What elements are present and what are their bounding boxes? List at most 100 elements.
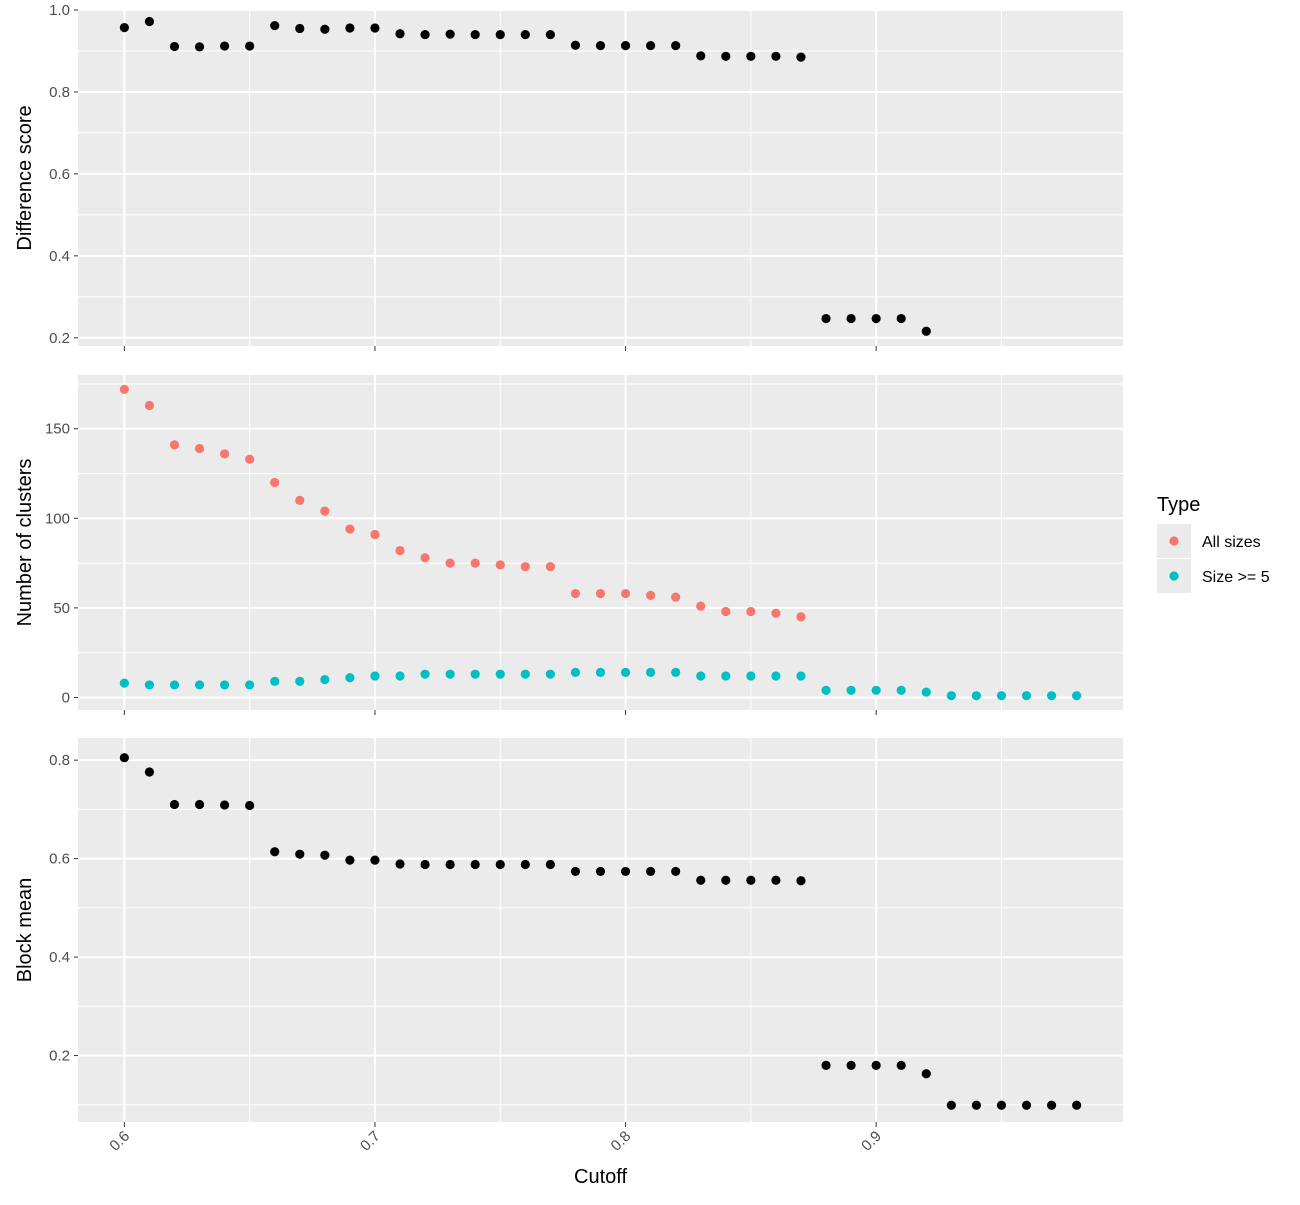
legend-label: Size >= 5 xyxy=(1202,569,1270,586)
data-point xyxy=(194,680,205,690)
data-point xyxy=(620,588,631,599)
data-point xyxy=(771,608,781,618)
data-point xyxy=(119,678,129,688)
data-point xyxy=(245,680,255,690)
legend-title: Type xyxy=(1157,494,1200,516)
data-point xyxy=(119,753,129,763)
y-tick-label: 0.2 xyxy=(49,1048,70,1065)
y-tick-label: 0.6 xyxy=(49,851,70,868)
data-point xyxy=(270,477,280,488)
data-point xyxy=(871,313,881,324)
data-point xyxy=(520,562,530,572)
data-point xyxy=(1072,691,1082,701)
data-point xyxy=(746,875,756,885)
data-point xyxy=(345,524,355,534)
data-point xyxy=(470,859,480,870)
data-point xyxy=(746,51,756,61)
y-tick-label: 50 xyxy=(53,600,70,617)
x-tick-label: 0.8 xyxy=(608,1128,635,1155)
data-point xyxy=(220,800,230,810)
data-point xyxy=(345,23,355,33)
data-point xyxy=(721,671,731,681)
panel-3: 0.2 0.4 0.6 0.8 Block mean xyxy=(14,738,1123,1127)
data-point xyxy=(570,866,581,877)
data-point xyxy=(445,558,455,568)
data-point xyxy=(270,676,280,686)
panel-background xyxy=(78,10,1123,346)
panel-background xyxy=(78,738,1123,1122)
y-tick-label: 0.4 xyxy=(49,949,70,966)
legend-label: All sizes xyxy=(1202,534,1261,551)
y-axis-title: Block mean xyxy=(14,878,36,983)
data-point xyxy=(696,51,706,61)
data-point xyxy=(320,674,330,685)
data-point xyxy=(194,443,205,454)
data-point xyxy=(119,23,129,33)
data-point xyxy=(746,606,756,617)
data-point xyxy=(495,669,505,679)
data-point xyxy=(445,669,455,679)
y-tick-label: 0.8 xyxy=(49,752,70,769)
data-point xyxy=(420,669,430,679)
x-tick-label: 0.6 xyxy=(106,1128,133,1155)
data-point xyxy=(144,16,155,27)
data-point xyxy=(194,42,205,52)
data-point xyxy=(194,799,205,810)
data-point xyxy=(545,562,555,572)
data-point xyxy=(646,590,656,600)
data-point xyxy=(570,667,581,677)
data-point xyxy=(270,847,280,857)
panel-1: 0.2 0.4 0.6 0.8 1.0 Difference score xyxy=(14,2,1123,351)
data-point xyxy=(270,20,280,31)
data-point xyxy=(295,849,305,859)
data-point xyxy=(796,612,806,622)
data-point xyxy=(420,29,430,40)
data-point xyxy=(169,799,180,810)
data-point xyxy=(395,29,405,39)
data-point xyxy=(646,667,656,677)
data-point xyxy=(370,671,380,681)
data-point xyxy=(946,1100,956,1110)
data-point xyxy=(921,687,931,697)
data-point xyxy=(144,767,155,777)
y-tick-label: 0.4 xyxy=(49,248,70,265)
y-tick-label: 150 xyxy=(45,421,70,438)
data-point xyxy=(946,691,956,701)
data-point xyxy=(545,29,555,40)
series-points xyxy=(119,16,931,336)
data-point xyxy=(796,876,806,886)
data-point xyxy=(345,673,355,683)
y-tick-label: 1.0 xyxy=(49,2,70,19)
data-point xyxy=(846,313,856,324)
data-point xyxy=(595,41,606,51)
x-tick-label: 0.9 xyxy=(858,1128,885,1155)
data-point xyxy=(896,685,906,695)
data-point xyxy=(445,859,455,870)
data-point xyxy=(620,667,631,677)
data-point xyxy=(996,691,1007,701)
y-axis-title: Number of clusters xyxy=(14,459,36,627)
data-point xyxy=(370,855,380,865)
y-tick-label: 0.6 xyxy=(49,166,70,183)
data-point xyxy=(1046,691,1057,701)
y-axis-title: Difference score xyxy=(14,105,36,250)
x-axis-title: Cutoff xyxy=(574,1166,627,1188)
y-tick-label: 0.2 xyxy=(49,330,70,347)
data-point xyxy=(420,859,430,870)
panel-background xyxy=(78,375,1123,710)
data-point xyxy=(144,400,155,411)
data-point xyxy=(846,685,856,695)
panel-2: 0 50 100 150 Number of clusters xyxy=(14,375,1123,715)
data-point xyxy=(220,449,230,459)
data-point xyxy=(796,671,806,681)
data-point xyxy=(971,691,981,701)
data-point xyxy=(996,1100,1007,1110)
data-point xyxy=(470,669,480,679)
data-point xyxy=(545,669,555,679)
data-point xyxy=(896,313,906,324)
data-point xyxy=(570,588,581,599)
data-point xyxy=(971,1100,981,1110)
series-points xyxy=(119,753,1082,1110)
data-point xyxy=(746,671,756,681)
